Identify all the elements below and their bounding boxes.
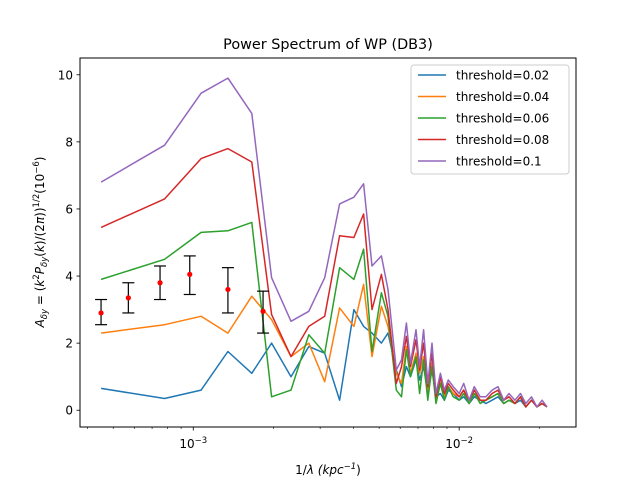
series-layer — [100, 77, 548, 408]
errorbar-point — [225, 286, 231, 293]
plot-frame — [79, 57, 577, 428]
legend-box — [410, 64, 570, 175]
x-tick-label: 10−2 — [445, 436, 473, 451]
y-tick-label: 8 — [65, 135, 73, 149]
x-tick-label: 10−3 — [179, 436, 207, 451]
legend-entries: threshold=0.02 threshold=0.04 threshold=0.… — [418, 69, 549, 169]
errorbar-point — [98, 310, 104, 316]
legend-entry-1: threshold=0.02 — [418, 69, 549, 83]
errorbar-point — [187, 271, 193, 277]
legend-label: threshold=0.06 — [456, 112, 549, 126]
series-line-5 — [100, 77, 548, 408]
legend-entry-4: threshold=0.08 — [418, 133, 549, 147]
axis-layer: 0 2 4 6 8 10 10−3 10−2 — [58, 68, 540, 451]
legend-entry-5: threshold=0.1 — [418, 155, 542, 169]
legend: threshold=0.02 threshold=0.04 threshold=0.… — [410, 64, 570, 175]
y-tick-label: 0 — [65, 404, 73, 418]
y-tick-label: 4 — [65, 270, 73, 284]
errorbar-2 — [122, 282, 135, 314]
errorbar-3 — [154, 265, 167, 301]
legend-entry-2: threshold=0.04 — [418, 90, 549, 104]
errorbar-layer — [95, 255, 270, 334]
errorbar-4 — [183, 255, 196, 296]
errorbar-1 — [95, 298, 108, 326]
y-axis-label-group: Aδy = (k2Pδy(k)/(2π))1/2(10−6) — [32, 157, 50, 329]
errorbar-point — [125, 295, 131, 301]
errorbar-point — [157, 280, 163, 286]
legend-label: threshold=0.04 — [456, 90, 549, 104]
errorbar-point — [260, 308, 266, 314]
y-tick-label: 6 — [65, 202, 73, 216]
legend-entry-3: threshold=0.06 — [418, 112, 549, 126]
legend-label: threshold=0.02 — [456, 69, 549, 83]
chart-title: Power Spectrum of WP (DB3) — [223, 37, 433, 53]
errorbar-6 — [257, 290, 270, 334]
errorbar-5 — [221, 267, 234, 314]
y-axis-label: Aδy = (k2Pδy(k)/(2π))1/2(10−6) — [32, 157, 50, 329]
x-axis-label: 1/λ (kpc−1) — [295, 462, 361, 477]
y-tick-label: 2 — [65, 337, 73, 351]
y-tick-label: 10 — [58, 68, 73, 82]
series-line-3 — [100, 221, 548, 408]
legend-label: threshold=0.1 — [456, 155, 542, 169]
legend-label: threshold=0.08 — [456, 133, 549, 147]
